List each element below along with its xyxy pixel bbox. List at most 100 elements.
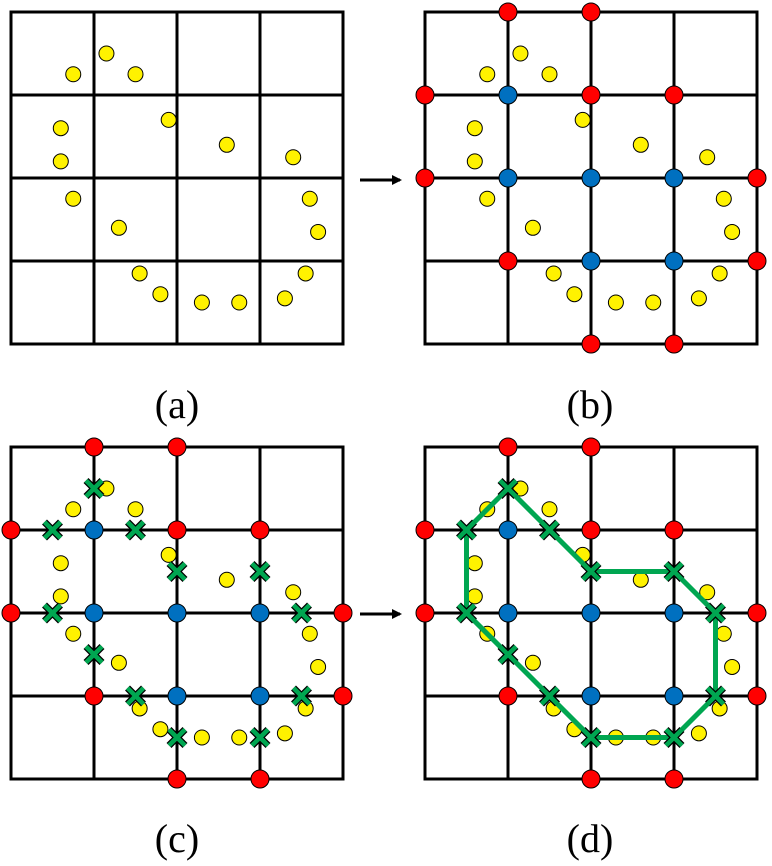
sample-point: [566, 286, 583, 303]
outside-vertex: [747, 603, 767, 623]
sample-point: [65, 501, 82, 518]
outside-vertex: [664, 85, 684, 105]
outside-vertex: [84, 686, 104, 706]
outside-vertex: [664, 520, 684, 540]
inside-vertex: [250, 686, 270, 706]
sample-point: [127, 501, 144, 518]
sample-point: [131, 265, 148, 282]
edge-crossing-mark: [663, 727, 685, 748]
sample-point: [541, 66, 558, 83]
sample-point: [98, 480, 115, 497]
outside-vertex: [581, 334, 601, 354]
cross-stroke: [84, 644, 104, 665]
sample-point: [193, 294, 210, 311]
inside-vertex: [664, 251, 684, 271]
outside-vertex: [498, 251, 518, 271]
edge-crossing-mark: [456, 519, 477, 541]
outside-vertex: [664, 334, 684, 354]
outside-vertex: [498, 437, 518, 457]
inside-vertex: [664, 686, 684, 706]
outside-vertex: [747, 168, 767, 188]
sample-point: [466, 555, 483, 572]
cross-stroke: [705, 686, 726, 706]
outside-vertex: [333, 603, 353, 623]
sample-point: [127, 66, 144, 83]
inside-vertex: [84, 520, 104, 540]
cross-stroke: [250, 727, 270, 748]
outside-vertex: [1, 520, 21, 540]
outside-vertex: [84, 437, 104, 457]
outside-vertex: [498, 686, 518, 706]
edge-crossing-mark: [705, 602, 726, 624]
cross-stroke: [539, 520, 560, 540]
sample-point: [711, 265, 728, 282]
edge-crossing-mark: [705, 685, 726, 707]
edge-crossing-mark: [291, 685, 312, 707]
sample-point: [52, 588, 69, 605]
cross-stroke: [167, 561, 187, 582]
sample-point: [285, 584, 302, 601]
sample-point: [218, 571, 235, 588]
edge-crossing-mark: [663, 561, 685, 582]
sample-point: [479, 190, 496, 207]
cross-stroke: [539, 686, 560, 706]
edge-crossing-mark: [249, 561, 271, 582]
edge-crossing-mark: [166, 727, 188, 748]
outside-vertex: [581, 769, 601, 789]
sample-point: [65, 625, 82, 642]
edge-crossing-mark: [83, 644, 105, 665]
cross-stroke: [456, 603, 477, 623]
sample-point: [690, 725, 707, 742]
sample-point: [699, 584, 716, 601]
sample-point: [512, 480, 529, 497]
sample-point: [110, 654, 127, 671]
sample-point: [285, 149, 302, 166]
sample-point: [65, 190, 82, 207]
sample-point: [98, 45, 115, 62]
outside-vertex: [167, 769, 187, 789]
caption-a: (a): [155, 382, 199, 427]
sample-point: [466, 153, 483, 170]
inside-vertex: [664, 168, 684, 188]
cross-stroke: [167, 727, 187, 748]
cross-stroke: [250, 561, 270, 582]
sample-point: [699, 149, 716, 166]
sample-point: [541, 501, 558, 518]
sample-point: [466, 588, 483, 605]
outside-vertex: [167, 520, 187, 540]
cross-stroke: [125, 686, 146, 706]
sample-point: [524, 654, 541, 671]
sample-point: [297, 265, 314, 282]
inside-vertex: [581, 168, 601, 188]
outside-vertex: [333, 686, 353, 706]
sample-point: [52, 555, 69, 572]
sample-point: [690, 290, 707, 307]
outside-vertex: [581, 2, 601, 22]
edge-crossing-mark: [580, 561, 602, 582]
sample-point: [466, 120, 483, 137]
outside-vertex: [415, 168, 435, 188]
inside-vertex: [498, 520, 518, 540]
inside-vertex: [664, 603, 684, 623]
sample-point: [276, 290, 293, 307]
cross-stroke: [42, 603, 63, 623]
edge-crossing-mark: [497, 478, 519, 499]
cross-stroke: [84, 478, 104, 499]
sample-point: [231, 294, 248, 311]
sample-point: [724, 658, 741, 675]
outside-vertex: [250, 520, 270, 540]
outside-vertex: [581, 437, 601, 457]
edge-crossing-mark: [497, 644, 519, 665]
sample-point: [110, 219, 127, 236]
sample-point: [715, 625, 732, 642]
panel-c: [1, 437, 353, 789]
sample-point: [715, 190, 732, 207]
sample-point: [52, 120, 69, 137]
inside-vertex: [250, 603, 270, 623]
sample-point: [152, 721, 169, 738]
sample-point: [301, 625, 318, 642]
sample-point: [724, 223, 741, 240]
outside-vertex: [747, 251, 767, 271]
edge-crossing-mark: [580, 727, 602, 748]
cross-stroke: [456, 520, 477, 540]
